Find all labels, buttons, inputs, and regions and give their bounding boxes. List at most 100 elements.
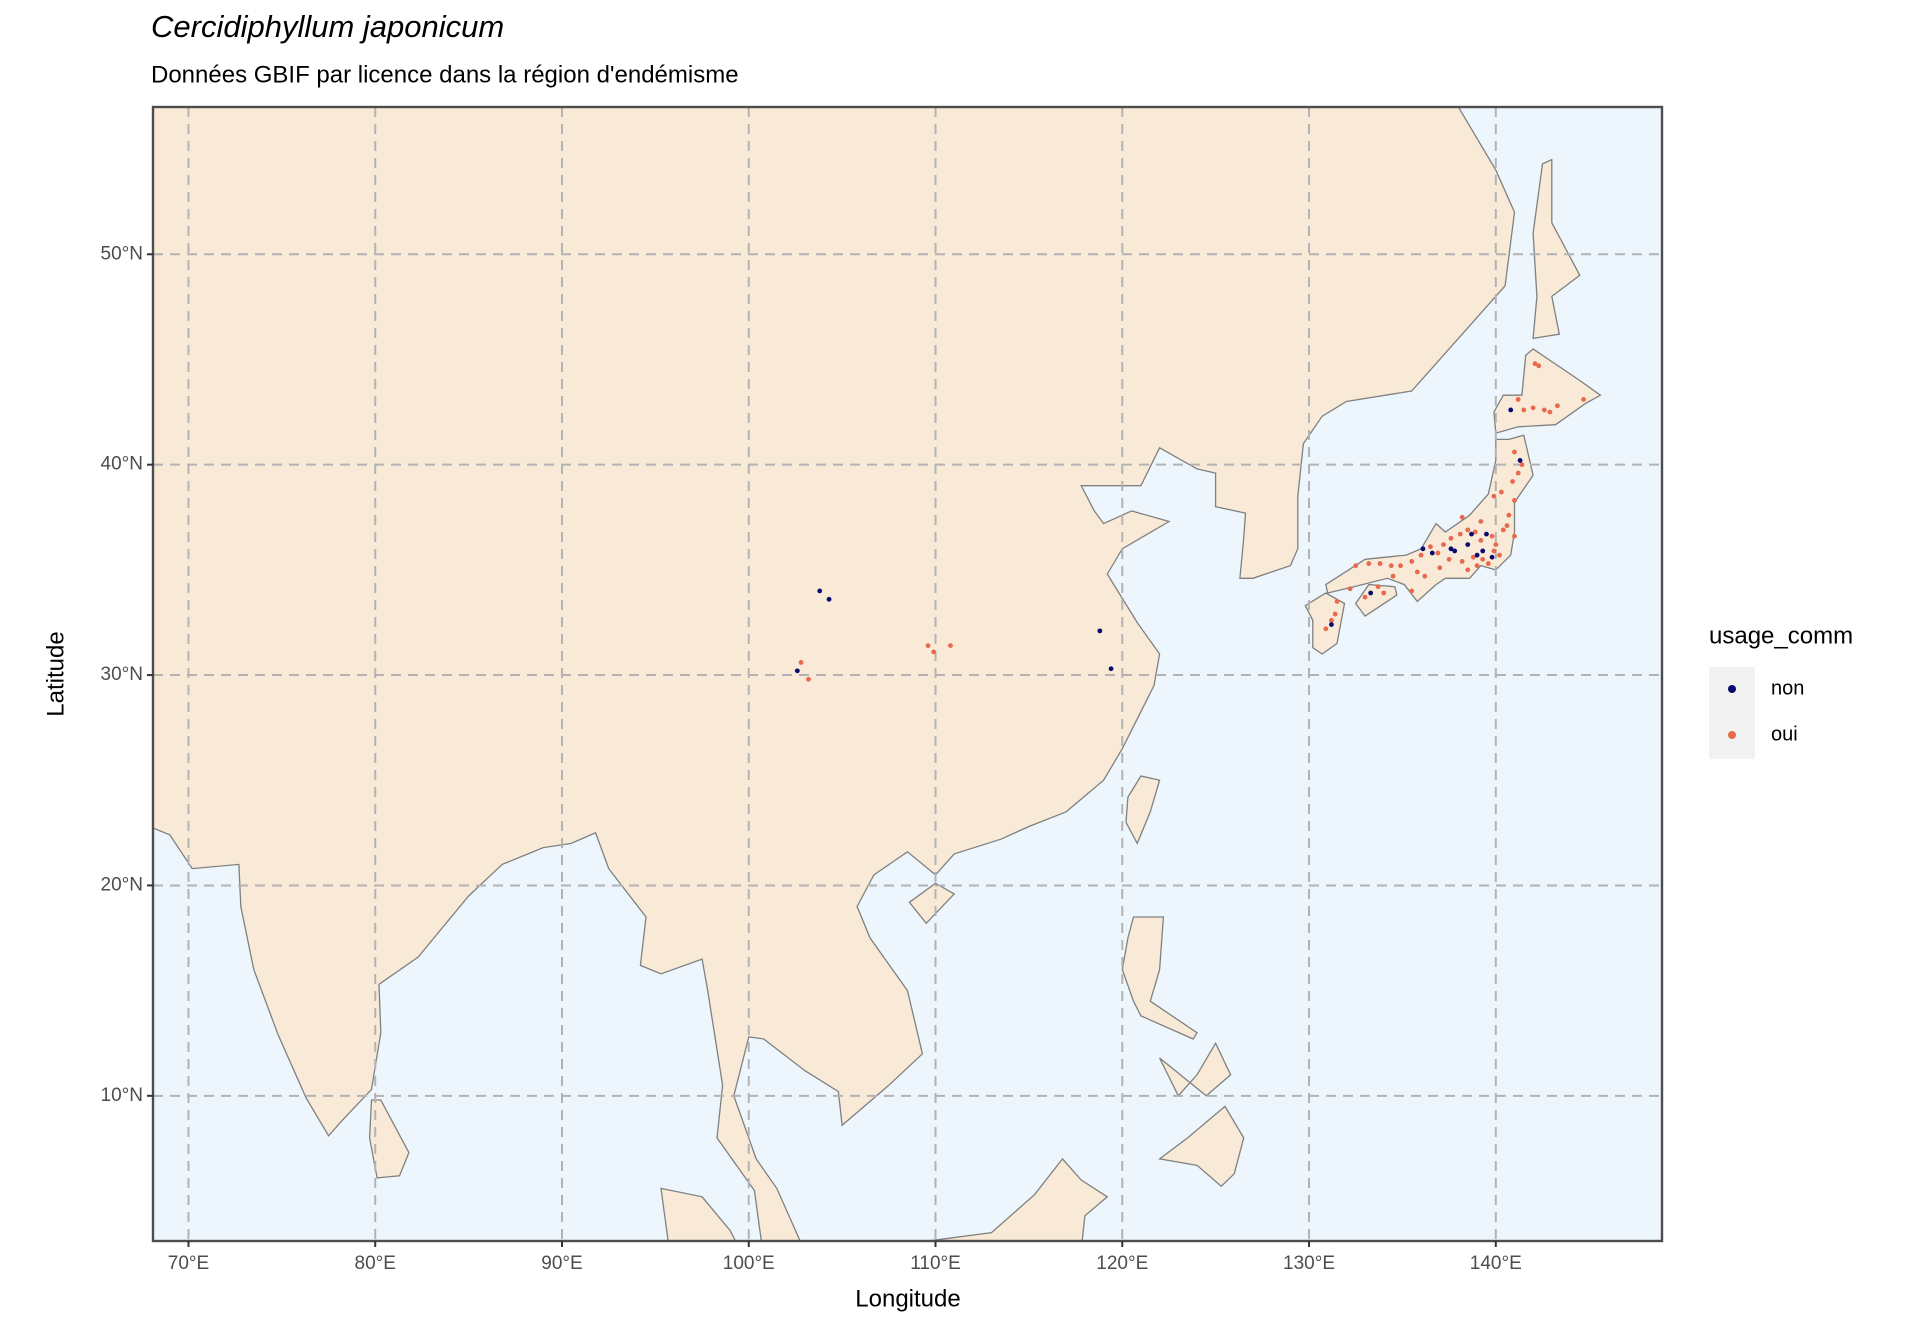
point	[1478, 538, 1484, 543]
point	[1541, 407, 1547, 413]
point	[1519, 462, 1525, 468]
point	[1409, 559, 1415, 564]
point	[1448, 535, 1454, 541]
x-tick-label: 120°E	[1096, 1253, 1148, 1274]
point	[1459, 559, 1465, 564]
point	[1508, 407, 1514, 413]
point	[1435, 550, 1441, 556]
point	[1465, 527, 1471, 533]
legend-key-bg	[1709, 667, 1755, 759]
point	[1452, 548, 1458, 554]
legend: non oui	[1728, 677, 1804, 745]
point	[1497, 552, 1502, 558]
point	[1512, 498, 1517, 503]
point	[1500, 527, 1506, 533]
point	[1388, 563, 1394, 569]
point	[1441, 542, 1446, 548]
x-tick-label: 100°E	[723, 1253, 775, 1274]
x-tick-label: 90°E	[541, 1253, 582, 1274]
point	[1521, 407, 1527, 413]
point	[1474, 563, 1480, 569]
landmass	[1304, 592, 1346, 655]
point	[1555, 403, 1560, 409]
landmass	[153, 107, 1516, 1241]
point	[1422, 573, 1428, 579]
point	[1465, 567, 1471, 573]
chart-title: Cercidiphyllum japonicum	[151, 9, 504, 44]
landmass	[908, 882, 956, 925]
point	[1532, 361, 1538, 367]
point	[1448, 546, 1454, 552]
point	[1485, 561, 1491, 566]
landmass	[660, 1187, 737, 1241]
point	[1353, 563, 1359, 569]
point	[1108, 666, 1114, 672]
point	[1491, 548, 1497, 554]
legend-label: oui	[1771, 723, 1798, 745]
landmass	[1121, 916, 1198, 1040]
point	[1398, 563, 1403, 569]
point	[1323, 626, 1329, 632]
landmass	[1354, 583, 1398, 617]
point	[1347, 586, 1353, 592]
point	[1510, 479, 1515, 484]
point	[1474, 552, 1480, 558]
landmass	[1493, 348, 1602, 434]
point	[1332, 611, 1338, 617]
landmass	[1125, 775, 1161, 845]
point	[1504, 523, 1510, 529]
point	[1097, 628, 1103, 634]
point	[1472, 529, 1478, 535]
point	[1381, 590, 1387, 596]
point	[1390, 573, 1396, 579]
point	[948, 643, 953, 648]
chart-subtitle: Données GBIF par licence dans la région …	[151, 61, 739, 88]
legend-swatch	[1728, 731, 1736, 739]
points	[794, 361, 1586, 682]
point	[1536, 363, 1542, 369]
point	[1409, 588, 1415, 594]
point	[1515, 397, 1521, 402]
y-tick-label: 10°N	[101, 1085, 143, 1106]
point	[925, 643, 931, 648]
landmass	[927, 1157, 1109, 1241]
landmass	[1532, 158, 1581, 340]
point	[1368, 590, 1374, 596]
point	[806, 676, 811, 682]
point	[1428, 544, 1433, 550]
x-axis-label: Longitude	[855, 1285, 960, 1312]
x-tick-label: 130°E	[1283, 1253, 1335, 1274]
point	[1491, 493, 1497, 499]
point	[1429, 550, 1435, 556]
y-axis-label: Latitude	[42, 631, 69, 716]
point	[1493, 542, 1499, 548]
point	[1366, 561, 1372, 566]
y-tick-label: 20°N	[101, 874, 143, 895]
point	[1414, 569, 1420, 575]
landmass	[1158, 1105, 1245, 1188]
y-tick-label: 50°N	[101, 243, 143, 264]
point	[1465, 542, 1471, 548]
x-tick-label: 80°E	[355, 1253, 396, 1274]
legend-swatch	[1728, 685, 1736, 693]
point	[1457, 531, 1463, 537]
point	[1437, 565, 1443, 571]
point	[1470, 554, 1476, 560]
point	[1530, 405, 1536, 411]
legend-label: non	[1771, 677, 1804, 699]
point	[1547, 409, 1553, 415]
point	[1329, 617, 1334, 623]
point	[1478, 519, 1484, 524]
point	[1512, 533, 1517, 539]
point	[1480, 556, 1486, 562]
panel-border	[151, 105, 1664, 1243]
y-tick-label: 30°N	[101, 664, 143, 685]
point	[1377, 561, 1383, 566]
y-tick-label: 40°N	[101, 454, 143, 475]
x-tick-label: 110°E	[910, 1253, 961, 1274]
point	[1498, 489, 1504, 495]
point	[1581, 397, 1586, 402]
point	[1329, 622, 1334, 627]
point	[1446, 556, 1452, 562]
